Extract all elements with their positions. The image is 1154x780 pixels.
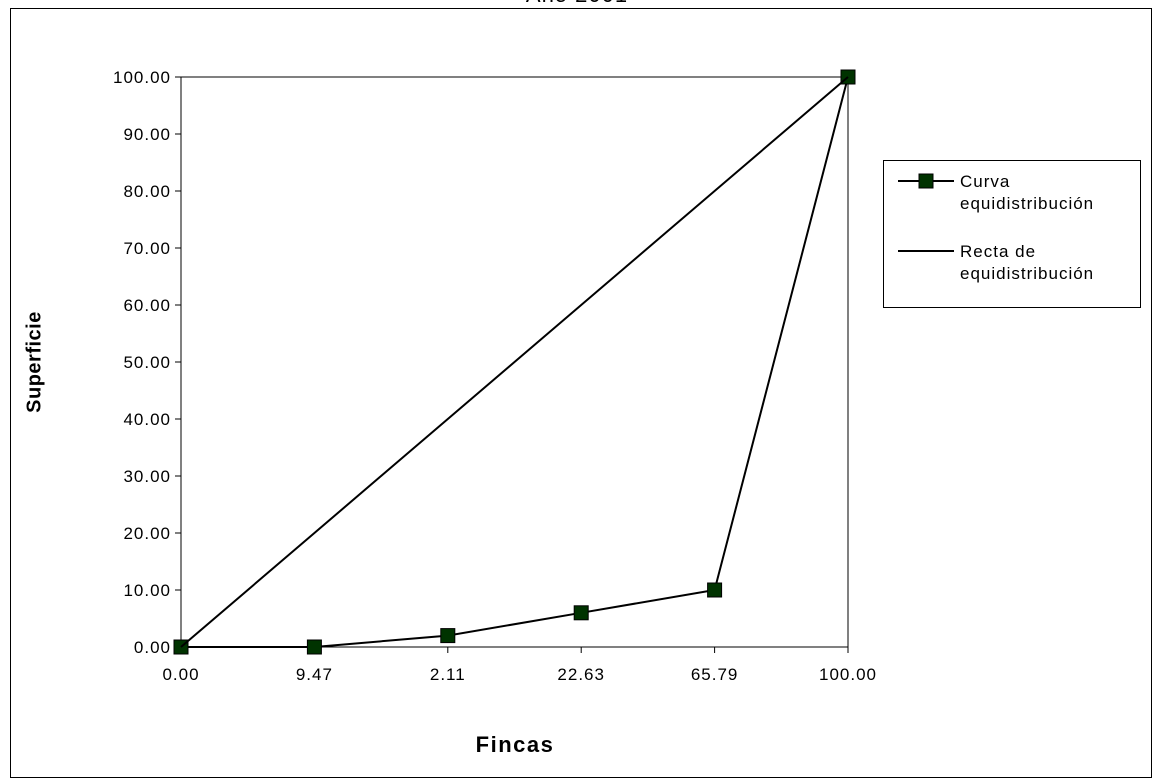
legend-label-curve-2: equidistribución [960,194,1095,213]
data-point [440,628,456,644]
legend: Curva equidistribución Recta de equidist… [883,160,1141,308]
y-tick-label: 70.00 [123,239,171,258]
legend-swatch-curve [898,173,954,189]
legend-label-line-2: equidistribución [960,264,1095,283]
x-tick-label: 9.47 [296,665,333,684]
y-tick-label: 40.00 [123,410,171,429]
x-axis-label: Fincas [475,732,555,757]
data-point [573,605,589,621]
y-tick-label: 90.00 [123,125,171,144]
x-tick-label: 0.00 [162,665,199,684]
legend-label-curve-1: Curva [960,172,1011,191]
y-tick-label: 30.00 [123,467,171,486]
series-line-2 [180,76,849,648]
data-point [306,639,322,655]
y-tick-label: 20.00 [123,524,171,543]
legend-swatch-line [898,250,954,252]
y-tick-label: 100.00 [113,68,171,87]
chart-title: Año 2001 [0,0,1154,8]
x-tick-label: 22.63 [557,665,605,684]
y-tick-label: 60.00 [123,296,171,315]
y-tick-label: 0.00 [134,638,171,657]
x-tick-label: 2.11 [430,665,466,684]
y-tick-label: 50.00 [123,353,171,372]
data-point [707,582,723,598]
x-tick-label: 65.79 [691,665,739,684]
y-tick-label: 80.00 [123,182,171,201]
series-line-1 [181,76,849,648]
legend-label-line-1: Recta de [960,242,1037,261]
x-tick-label: 100.00 [819,665,877,684]
y-tick-label: 10.00 [123,581,171,600]
